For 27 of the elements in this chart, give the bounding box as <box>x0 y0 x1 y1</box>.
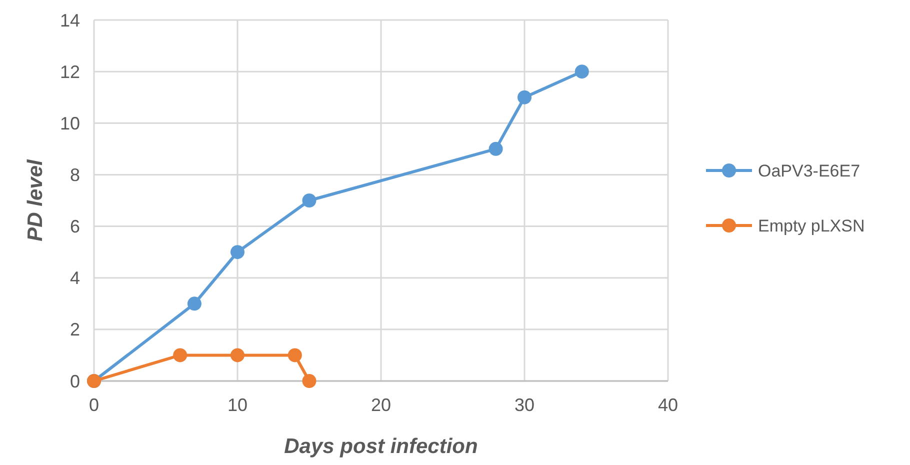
point <box>302 374 316 388</box>
y-tick-label: 10 <box>60 113 80 134</box>
x-tick-label: 30 <box>514 395 535 415</box>
y-tick-label: 8 <box>70 165 80 186</box>
point <box>288 348 302 362</box>
y-tick-label: 14 <box>60 10 80 30</box>
y-tick-label: 4 <box>70 268 80 288</box>
y-tick-label: 12 <box>60 62 80 82</box>
x-tick-label: 10 <box>227 395 248 415</box>
y-axis-title: PD level <box>24 158 47 242</box>
x-tick-label: 40 <box>658 395 678 415</box>
point <box>187 296 202 311</box>
point <box>488 142 503 156</box>
x-axis-title: Days post infection <box>284 435 478 458</box>
legend-label: OaPV3-E6E7 <box>758 161 860 180</box>
point <box>230 245 244 260</box>
legend-label: Empty pLXSN <box>758 216 865 236</box>
point <box>518 90 532 104</box>
x-tick-label: 0 <box>88 395 100 415</box>
point <box>173 348 188 362</box>
point <box>302 194 316 208</box>
y-tick-label: 0 <box>70 371 80 392</box>
point <box>230 348 244 362</box>
y-tick-label: 6 <box>70 216 80 237</box>
point <box>574 64 589 79</box>
y-tick-label: 2 <box>70 320 80 340</box>
x-tick-label: 20 <box>370 395 392 415</box>
